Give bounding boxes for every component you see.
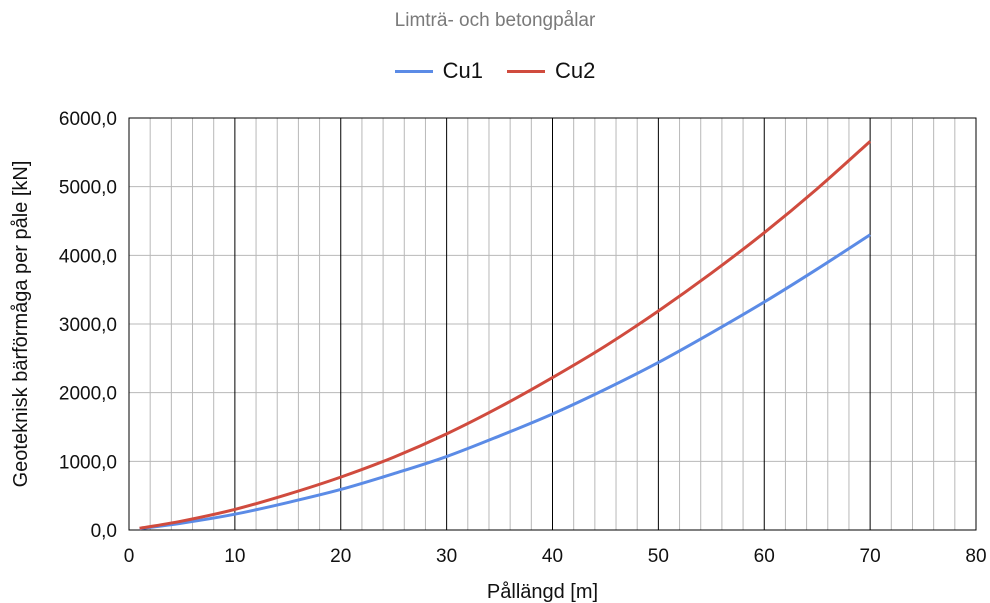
legend-item-cu2: Cu2 <box>507 58 595 84</box>
x-tick-label: 60 <box>754 546 775 567</box>
y-tick-label: 1000,0 <box>59 452 117 473</box>
y-axis-label: Geoteknisk bärförmåga per påle [kN] <box>10 161 32 488</box>
x-tick-label: 20 <box>330 546 351 567</box>
plot-frame <box>128 117 977 531</box>
series-line-cu1 <box>139 233 871 531</box>
chart-title: Limträ- och betongpålar <box>394 10 596 31</box>
x-tick-label: 50 <box>648 546 669 567</box>
x-tick-label: 80 <box>965 546 986 567</box>
series-line-cu2 <box>139 140 872 530</box>
x-tick-label: 40 <box>542 546 563 567</box>
legend-label-cu2: Cu2 <box>555 58 596 83</box>
x-tick-label: 0 <box>124 546 135 567</box>
y-tick-label: 2000,0 <box>59 384 117 405</box>
legend-swatch-cu2 <box>507 69 545 73</box>
legend-label-cu1: Cu1 <box>442 58 483 83</box>
y-tick-label: 4000,0 <box>59 246 117 267</box>
x-tick-label: 30 <box>436 546 457 567</box>
x-tick-label: 70 <box>860 546 881 567</box>
legend: Cu1 Cu2 <box>0 58 990 84</box>
y-tick-label: 6000,0 <box>59 109 117 130</box>
y-tick-label: 0,0 <box>91 521 117 542</box>
y-tick-label: 5000,0 <box>59 178 117 199</box>
legend-item-cu1: Cu1 <box>394 58 483 84</box>
x-tick-label: 10 <box>224 546 245 567</box>
legend-swatch-cu1 <box>394 69 433 73</box>
y-tick-label: 3000,0 <box>59 315 117 336</box>
x-axis-label: Pållängd [m] <box>487 581 598 603</box>
